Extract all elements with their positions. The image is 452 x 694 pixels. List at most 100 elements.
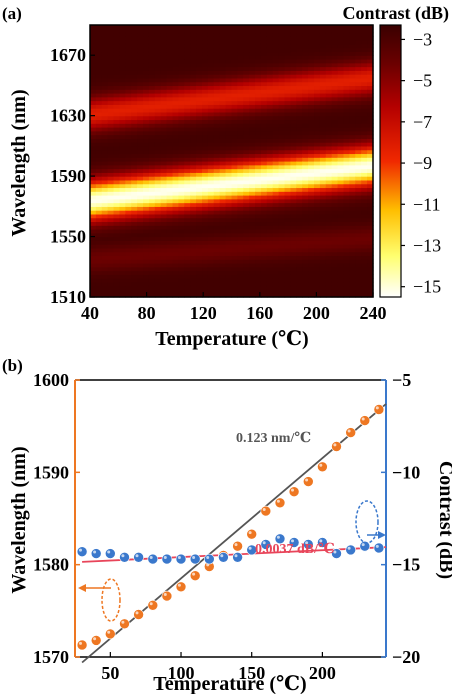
heatmap-cell	[349, 210, 356, 215]
heatmap-cell	[272, 232, 280, 238]
heatmap-cell	[255, 251, 262, 257]
heatmap-cell	[284, 123, 292, 128]
heatmap-cell	[125, 115, 132, 121]
heatmap-cell	[113, 40, 121, 45]
data-point	[302, 476, 314, 487]
data-point	[90, 635, 102, 646]
heatmap-cell	[260, 206, 268, 211]
heatmap-cell	[113, 85, 121, 90]
heatmap-cell	[101, 172, 109, 177]
heatmap-cell	[337, 93, 345, 98]
heatmap-cell	[107, 270, 115, 275]
heatmap-cell	[95, 81, 103, 87]
heatmap-cell	[255, 278, 262, 283]
heatmap-cell	[219, 28, 227, 34]
heatmap-cell	[367, 145, 374, 151]
heatmap-cell	[172, 66, 180, 71]
heatmap-cell	[319, 104, 327, 109]
heatmap-cell	[296, 43, 303, 49]
heatmap-cell	[278, 240, 286, 245]
heatmap-cell	[290, 28, 297, 34]
heatmap-cell	[166, 134, 174, 139]
heatmap-cell	[314, 104, 321, 109]
heatmap-cell	[255, 55, 262, 60]
heatmap-cell	[290, 236, 297, 241]
heatmap-cell	[178, 179, 185, 185]
heatmap-cell	[190, 236, 197, 241]
heatmap-cell	[290, 123, 297, 128]
heatmap-cell	[331, 104, 339, 109]
data-point	[175, 581, 187, 593]
heatmap-cell	[172, 123, 180, 128]
heatmap-cell	[95, 251, 103, 257]
heatmap-cell	[178, 36, 185, 41]
heatmap-cell	[148, 100, 156, 105]
heatmap-cell	[219, 119, 227, 124]
heatmap-cell	[154, 47, 162, 53]
heatmap-cell	[113, 43, 121, 49]
heatmap-cell	[249, 259, 256, 264]
heatmap-cell	[148, 51, 156, 56]
heatmap-cell	[119, 293, 126, 298]
heatmap-cell	[319, 225, 327, 230]
heatmap-cell	[361, 213, 368, 219]
heatmap-cell	[361, 100, 368, 105]
heatmap-cell	[266, 164, 274, 170]
heatmap-cell	[367, 210, 374, 215]
heatmap-cell	[207, 244, 215, 249]
heatmap-cell	[107, 266, 115, 272]
heatmap-cell	[131, 59, 138, 64]
heatmap-cell	[154, 187, 162, 192]
heatmap-cell	[308, 62, 315, 68]
heatmap-cell	[119, 66, 126, 71]
heatmap-cell	[113, 153, 121, 158]
heatmap-cell	[331, 187, 339, 192]
heatmap-cell	[190, 40, 197, 45]
heatmap-cell	[113, 142, 121, 147]
heatmap-cell	[237, 263, 244, 268]
heatmap-cell	[290, 77, 297, 83]
heatmap-cell	[143, 36, 150, 41]
heatmap-cell	[272, 77, 280, 83]
heatmap-cell	[113, 111, 121, 117]
heatmap-cell	[225, 281, 233, 287]
heatmap-cell	[207, 263, 215, 268]
heatmap-cell	[160, 240, 168, 245]
heatmap-cell	[237, 266, 244, 272]
heatmap-cell	[148, 55, 156, 60]
heatmap-cell	[343, 149, 351, 155]
heatmap-cell	[290, 195, 297, 200]
heatmap-cell	[361, 161, 368, 166]
heatmap-cell	[95, 293, 103, 298]
heatmap-cell	[290, 111, 297, 117]
heatmap-cell	[90, 161, 97, 166]
slope-label-wavelength: 0.123 nm/℃	[236, 431, 311, 446]
heatmap-cell	[143, 179, 150, 185]
heatmap-cell	[131, 100, 138, 105]
heatmap-cell	[172, 108, 180, 113]
heatmap-cell	[278, 247, 286, 253]
heatmap-cell	[95, 225, 103, 230]
heatmap-cell	[243, 134, 250, 139]
heatmap-cell	[231, 187, 238, 192]
heatmap-cell	[367, 59, 374, 64]
heatmap-cell	[361, 210, 368, 215]
heatmap-cell	[331, 213, 339, 219]
heatmap-cell	[367, 266, 374, 272]
heatmap-cell	[231, 89, 238, 94]
heatmap-cell	[90, 195, 97, 200]
heatmap-cell	[148, 251, 156, 257]
heatmap-cell	[202, 229, 209, 234]
heatmap-cell	[172, 236, 180, 241]
heatmap-cell	[260, 111, 268, 117]
heatmap-cell	[272, 240, 280, 245]
heatmap-cell	[249, 229, 256, 234]
heatmap-cell	[207, 119, 215, 124]
heatmap-cell	[172, 187, 180, 192]
heatmap-cell	[143, 164, 150, 170]
heatmap-cell	[225, 74, 233, 79]
heatmap-cell	[196, 93, 203, 98]
heatmap-cell	[349, 89, 356, 94]
heatmap-cell	[349, 36, 356, 41]
heatmap-cell	[337, 47, 345, 53]
